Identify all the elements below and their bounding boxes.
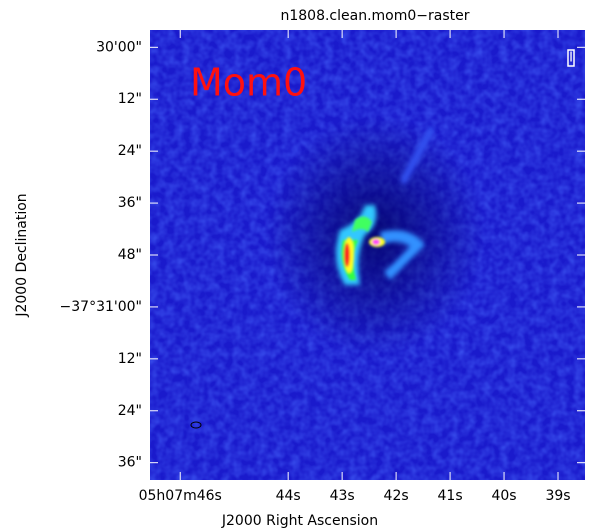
x-tick-label: 41s bbox=[438, 488, 463, 504]
chart-title: n1808.clean.mom0−raster bbox=[280, 8, 469, 24]
x-tick-label: 44s bbox=[276, 488, 301, 504]
y-tick-label: 36" bbox=[118, 455, 142, 471]
x-tick-label: 43s bbox=[330, 488, 355, 504]
y-tick-label: 24" bbox=[118, 403, 142, 419]
stokes-box bbox=[567, 49, 575, 67]
dark-region bbox=[265, 115, 485, 355]
y-tick-label: 24" bbox=[118, 143, 142, 159]
beam bbox=[190, 421, 202, 429]
y-axis-label: J2000 Declination bbox=[14, 193, 30, 317]
y-tick-label: 30'00" bbox=[96, 39, 142, 55]
x-tick-label: 40s bbox=[491, 488, 516, 504]
x-tick-label: 39s bbox=[545, 488, 570, 504]
stokes-label: I bbox=[569, 51, 573, 66]
x-tick-label: 05h07m46s bbox=[139, 488, 222, 504]
x-tick-label: 42s bbox=[384, 488, 409, 504]
y-tick-label: −37°31'00" bbox=[60, 299, 142, 315]
y-tick-label: 36" bbox=[118, 195, 142, 211]
y-tick-label: 12" bbox=[118, 91, 142, 107]
emission-core bbox=[341, 216, 385, 280]
raster-image bbox=[150, 30, 585, 480]
annotation: Mom0 bbox=[190, 61, 307, 105]
x-axis-label: J2000 Right Ascension bbox=[221, 513, 378, 529]
y-tick-label: 12" bbox=[118, 351, 142, 367]
y-tick-label: 48" bbox=[118, 247, 142, 263]
